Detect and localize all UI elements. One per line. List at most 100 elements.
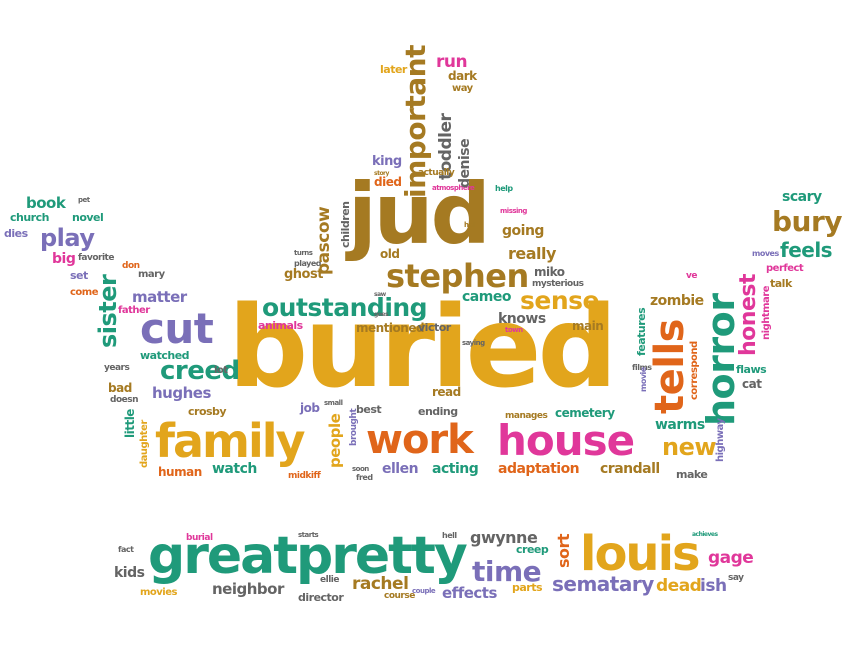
word-effects: effects bbox=[442, 584, 497, 602]
word-zombie: zombie bbox=[650, 293, 704, 309]
word-fact: fact bbox=[118, 545, 134, 554]
word-fred: fred bbox=[356, 473, 373, 482]
word-job: job bbox=[300, 401, 320, 415]
word-achieves: achieves bbox=[692, 531, 718, 538]
word-jud: jud bbox=[348, 165, 491, 263]
word-great: great bbox=[148, 526, 298, 586]
word-cemetery: cemetery bbox=[555, 406, 615, 420]
word-come: come bbox=[70, 287, 99, 298]
word-hell: hell bbox=[442, 531, 457, 540]
word-house: house bbox=[497, 416, 635, 465]
word-novel: novel bbox=[72, 211, 104, 224]
word-ve: ve bbox=[686, 271, 697, 281]
word-starts: starts bbox=[298, 531, 319, 539]
word-ghost: ghost bbox=[284, 267, 323, 282]
word-father: father bbox=[118, 305, 150, 316]
word-course: course bbox=[384, 591, 415, 601]
word-atmosphere: atmosphere bbox=[432, 184, 475, 192]
word-little: little bbox=[123, 409, 137, 438]
word-town: town bbox=[505, 326, 523, 334]
word-tells: tells bbox=[647, 319, 693, 414]
word-scary: scary bbox=[782, 189, 822, 205]
word-creed: creed bbox=[160, 356, 240, 386]
word-read: read bbox=[432, 385, 461, 399]
word-creep: creep bbox=[516, 543, 549, 556]
word-best: best bbox=[356, 403, 382, 416]
word-work: work bbox=[366, 417, 474, 463]
word-main: main bbox=[572, 319, 604, 333]
word-movies: movies bbox=[140, 587, 177, 598]
word-miko: miko bbox=[534, 265, 565, 279]
word-way: way bbox=[452, 83, 473, 94]
word-moves: moves bbox=[752, 249, 779, 258]
word-going: going bbox=[502, 223, 544, 239]
word-small: small bbox=[324, 399, 343, 407]
word-outstanding: outstanding bbox=[262, 293, 428, 322]
word-play: play bbox=[40, 224, 95, 252]
word-time: time bbox=[472, 555, 542, 588]
word-acting: acting bbox=[432, 461, 479, 477]
word-bad: bad bbox=[108, 381, 132, 395]
word-half: half bbox=[464, 221, 478, 229]
word-highway: highway bbox=[715, 418, 726, 462]
word-matter: matter bbox=[132, 288, 187, 306]
word-don: don bbox=[122, 261, 140, 271]
word-louis: louis bbox=[580, 526, 701, 582]
word-make: make bbox=[676, 468, 708, 481]
word-cut: cut bbox=[140, 304, 214, 353]
word-feels: feels bbox=[780, 238, 833, 262]
word-pretty: pretty bbox=[296, 526, 468, 586]
word-big: big bbox=[52, 251, 76, 267]
word-gage: gage bbox=[708, 548, 754, 568]
word-crosby: crosby bbox=[188, 405, 227, 418]
word-old: old bbox=[380, 247, 400, 261]
word-turns: turns bbox=[294, 249, 313, 257]
word-director: director bbox=[298, 591, 344, 604]
word-story: story bbox=[374, 170, 389, 177]
word-later: later bbox=[380, 63, 407, 76]
word-ellie: ellie bbox=[320, 575, 339, 585]
word-favorite: favorite bbox=[78, 253, 114, 263]
word-pascow: pascow bbox=[314, 206, 334, 275]
word-mary: mary bbox=[138, 269, 165, 280]
word-pet: pet bbox=[78, 196, 90, 204]
word-sense: sense bbox=[520, 286, 599, 315]
word-knows: knows bbox=[498, 311, 546, 327]
word-sister: sister bbox=[94, 274, 122, 348]
word-missing: missing bbox=[500, 207, 527, 215]
word-goes: goes bbox=[374, 311, 389, 318]
word-help: help bbox=[495, 184, 513, 193]
word-watch: watch bbox=[212, 461, 257, 477]
word-watched: watched bbox=[140, 349, 190, 362]
word-book: book bbox=[26, 194, 66, 212]
word-manages: manages bbox=[505, 411, 548, 421]
word-features: features bbox=[635, 307, 648, 356]
word-couple: couple bbox=[412, 587, 436, 595]
word-children: children bbox=[339, 201, 352, 248]
word-died: died bbox=[374, 175, 402, 189]
word-ish: ish bbox=[700, 576, 727, 596]
word-parts: parts bbox=[512, 581, 543, 594]
word-gwynne: gwynne bbox=[470, 528, 538, 547]
word-lot: lot bbox=[214, 365, 228, 376]
word-family: family bbox=[155, 414, 306, 468]
word-movie: movie bbox=[639, 367, 648, 392]
word-crandall: crandall bbox=[600, 461, 660, 477]
word-midkiff: midkiff bbox=[288, 471, 321, 481]
word-dark: dark bbox=[448, 69, 477, 83]
word-denise: denise bbox=[457, 138, 473, 188]
word-neighbor: neighbor bbox=[212, 580, 284, 598]
word-buried: buried bbox=[228, 283, 618, 413]
word-ellen: ellen bbox=[382, 461, 419, 477]
word-church: church bbox=[10, 211, 49, 224]
word-say: say bbox=[728, 573, 744, 583]
word-set: set bbox=[70, 269, 88, 282]
word-talk: talk bbox=[770, 277, 792, 290]
word-stephen: stephen bbox=[386, 257, 529, 295]
word-ending: ending bbox=[418, 405, 458, 418]
word-people: people bbox=[326, 413, 344, 468]
word-run: run bbox=[436, 52, 468, 72]
word-king: king bbox=[372, 154, 402, 169]
word-saw: saw bbox=[374, 291, 386, 298]
